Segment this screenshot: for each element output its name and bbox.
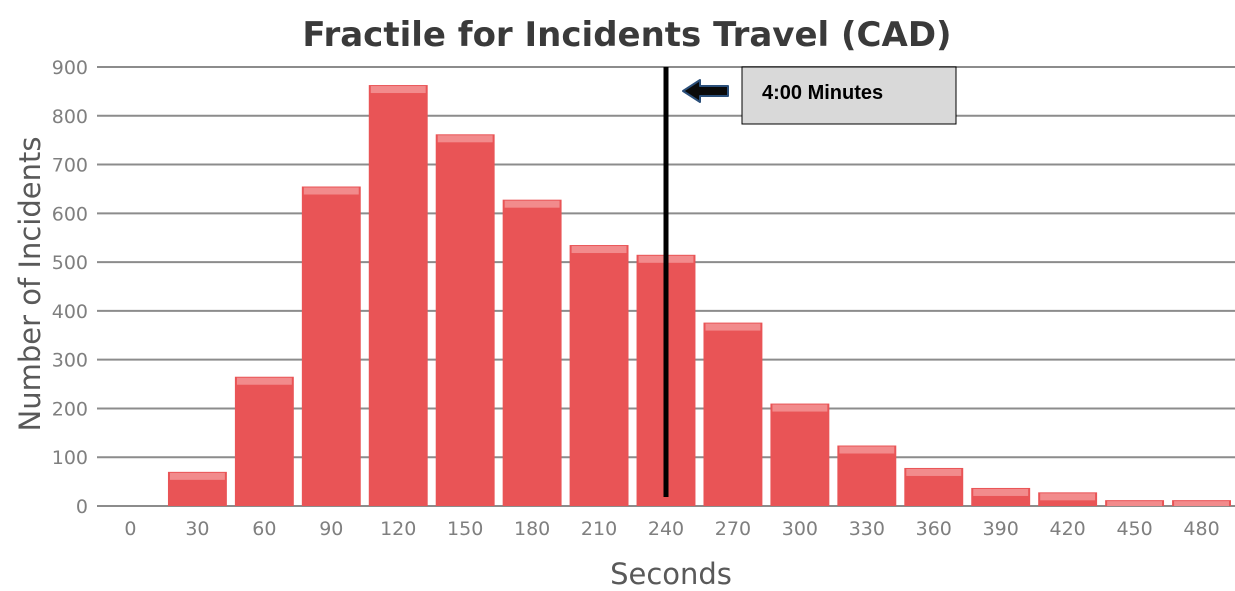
bar-highlight xyxy=(370,86,426,94)
x-tick-label: 90 xyxy=(319,518,343,540)
x-tick-label: 30 xyxy=(185,518,209,540)
bar xyxy=(234,376,294,506)
x-tick-label: 270 xyxy=(715,518,751,540)
y-axis-ticks: 0 100 200 300 400 500 600 700 800 900 xyxy=(52,57,88,518)
y-tick-label: 300 xyxy=(52,350,88,372)
y-tick-label: 500 xyxy=(52,252,88,274)
bar-highlight xyxy=(1040,493,1096,501)
x-tick-label: 390 xyxy=(983,518,1019,540)
annotation-box xyxy=(741,66,957,125)
bar-highlight xyxy=(236,377,292,385)
x-tick-label: 120 xyxy=(380,518,416,540)
annotation-text: 4:00 Minutes xyxy=(762,82,883,104)
x-tick-label: 300 xyxy=(782,518,818,540)
bar-highlight xyxy=(504,200,560,208)
bar-highlight xyxy=(169,472,225,480)
bars xyxy=(167,85,1231,507)
bar-highlight xyxy=(303,187,359,195)
bar xyxy=(770,403,830,506)
y-tick-label: 100 xyxy=(52,447,88,469)
x-tick-label: 360 xyxy=(916,518,952,540)
y-tick-label: 400 xyxy=(52,301,88,323)
x-tick-label: 210 xyxy=(581,518,617,540)
x-tick-label: 60 xyxy=(252,518,276,540)
chart-title: Fractile for Incidents Travel (CAD) xyxy=(302,15,951,55)
left-arrow-icon xyxy=(682,79,729,103)
x-tick-label: 240 xyxy=(648,518,684,540)
x-tick-label: 480 xyxy=(1183,518,1219,540)
bar-highlight xyxy=(571,246,627,254)
y-axis-label: Number of Incidents xyxy=(13,137,47,432)
bar xyxy=(435,134,495,506)
y-tick-label: 200 xyxy=(52,398,88,420)
y-tick-label: 0 xyxy=(76,496,88,518)
bar xyxy=(703,322,763,506)
x-tick-label: 0 xyxy=(124,518,136,540)
x-tick-label: 450 xyxy=(1116,518,1152,540)
bar-highlight xyxy=(973,488,1029,496)
x-axis-label: Seconds xyxy=(610,557,732,591)
x-tick-label: 420 xyxy=(1050,518,1086,540)
y-tick-label: 600 xyxy=(52,203,88,225)
x-axis-ticks: 0 30 60 90 120 150 180 210 240 270 300 330 360 390 420… xyxy=(124,518,1219,540)
bar-highlight xyxy=(437,135,493,143)
bar xyxy=(569,245,629,507)
y-tick-label: 700 xyxy=(52,155,88,177)
x-tick-label: 150 xyxy=(447,518,483,540)
bar-highlight xyxy=(1174,501,1229,506)
bar-highlight xyxy=(906,468,962,476)
bar xyxy=(368,85,428,506)
annotation: 4:00 Minutes xyxy=(682,66,957,125)
x-tick-label: 180 xyxy=(514,518,550,540)
bar-highlight xyxy=(839,446,895,454)
y-tick-label: 900 xyxy=(52,57,88,79)
y-tick-label: 800 xyxy=(52,106,88,128)
bar xyxy=(301,186,361,506)
bar-highlight xyxy=(705,323,761,331)
bar xyxy=(502,199,562,507)
x-tick-label: 330 xyxy=(849,518,885,540)
bar-highlight xyxy=(1107,501,1163,506)
bar xyxy=(837,445,897,506)
bar-highlight xyxy=(772,404,828,412)
